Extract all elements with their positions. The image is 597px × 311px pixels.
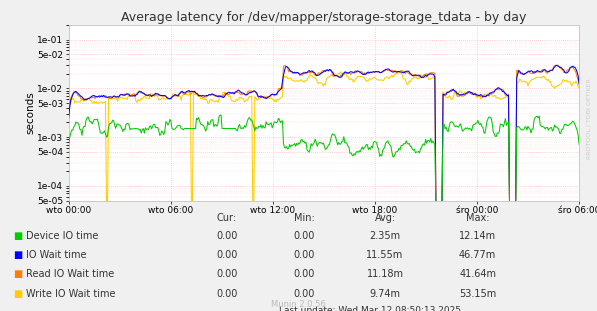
Text: Max:: Max: (466, 213, 490, 223)
Text: 0.00: 0.00 (216, 250, 238, 260)
Text: 0.00: 0.00 (216, 269, 238, 279)
Text: ■: ■ (13, 250, 22, 260)
Text: 0.00: 0.00 (294, 289, 315, 299)
Text: 0.00: 0.00 (294, 269, 315, 279)
Text: Last update: Wed Mar 12 08:50:13 2025: Last update: Wed Mar 12 08:50:13 2025 (279, 306, 461, 311)
Text: Cur:: Cur: (217, 213, 237, 223)
Text: ■: ■ (13, 269, 22, 279)
Text: Avg:: Avg: (374, 213, 396, 223)
Text: 0.00: 0.00 (294, 250, 315, 260)
Text: 11.55m: 11.55m (367, 250, 404, 260)
Title: Average latency for /dev/mapper/storage-storage_tdata - by day: Average latency for /dev/mapper/storage-… (121, 11, 527, 24)
Text: Write IO Wait time: Write IO Wait time (26, 289, 115, 299)
Text: 11.18m: 11.18m (367, 269, 404, 279)
Text: 41.64m: 41.64m (459, 269, 496, 279)
Text: Read IO Wait time: Read IO Wait time (26, 269, 114, 279)
Text: IO Wait time: IO Wait time (26, 250, 86, 260)
Text: Munin 2.0.56: Munin 2.0.56 (271, 299, 326, 309)
Text: 0.00: 0.00 (216, 289, 238, 299)
Text: 9.74m: 9.74m (370, 289, 401, 299)
Text: Min:: Min: (294, 213, 315, 223)
Text: 53.15m: 53.15m (459, 289, 496, 299)
Text: 0.00: 0.00 (216, 231, 238, 241)
Text: Device IO time: Device IO time (26, 231, 98, 241)
Text: 0.00: 0.00 (294, 231, 315, 241)
Text: ■: ■ (13, 289, 22, 299)
Text: 12.14m: 12.14m (459, 231, 496, 241)
Text: 46.77m: 46.77m (459, 250, 496, 260)
Y-axis label: seconds: seconds (26, 91, 36, 134)
Text: ■: ■ (13, 231, 22, 241)
Text: 2.35m: 2.35m (370, 231, 401, 241)
Text: RRDTOOL / TOBI OETIKER: RRDTOOL / TOBI OETIKER (587, 78, 592, 159)
